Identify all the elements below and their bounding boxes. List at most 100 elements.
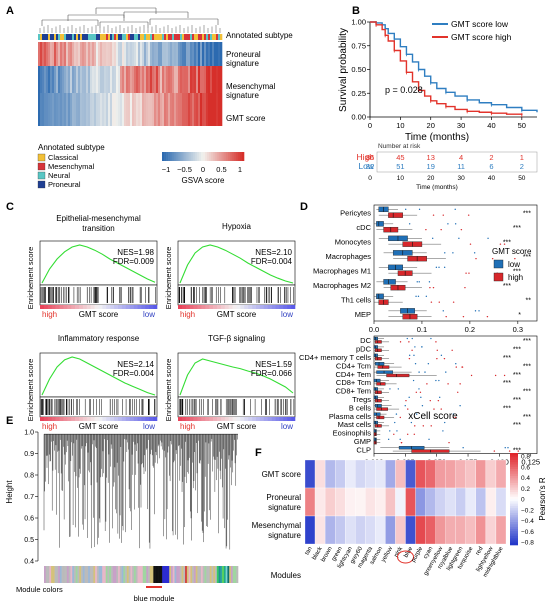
a-heat-cell bbox=[62, 66, 65, 93]
e-module-color bbox=[103, 566, 107, 583]
f-module-name: blue bbox=[403, 545, 414, 558]
c-rank-gradient bbox=[145, 305, 150, 309]
d-significance: *** bbox=[503, 283, 511, 290]
a-colorbar-step bbox=[223, 152, 226, 161]
f-colorbar: 0.8 0.6 0.4 0.2 0 −0.2 −0.4 −0.6 −0.8 Pearson's R bbox=[510, 453, 547, 547]
f-module-name: red bbox=[475, 546, 485, 557]
d-outlier bbox=[415, 295, 417, 298]
d-outlier bbox=[438, 379, 440, 382]
a-heat-cell bbox=[82, 93, 85, 126]
d-cell-label: B cells bbox=[349, 403, 371, 412]
e-module-color bbox=[109, 566, 112, 583]
a-heat-cell bbox=[134, 66, 137, 93]
a-heat-cell bbox=[212, 66, 215, 93]
a-heat-cell bbox=[182, 66, 185, 93]
a-heat-cell bbox=[68, 42, 71, 66]
e-module-color bbox=[137, 566, 140, 583]
c-score-box bbox=[39, 240, 158, 286]
a-heat-cell bbox=[158, 66, 161, 93]
e-module-color bbox=[59, 566, 62, 583]
d-box bbox=[386, 373, 410, 378]
c-rank-gradient bbox=[67, 305, 72, 309]
e-module-color bbox=[199, 566, 202, 583]
a-subtype-cell bbox=[44, 34, 47, 40]
a-subtype-cell bbox=[190, 34, 193, 40]
d-outlier bbox=[464, 286, 466, 289]
c-rank-gradient bbox=[133, 305, 138, 309]
a-heat-cell bbox=[174, 93, 177, 126]
d-outlier bbox=[443, 357, 446, 360]
f-colorbar-step bbox=[510, 522, 518, 525]
d-legend-label: low bbox=[508, 260, 520, 269]
a-heat-cell bbox=[66, 42, 69, 66]
d-outlier bbox=[448, 441, 450, 444]
c-rank-gradient bbox=[94, 417, 99, 421]
d-cell-label: cDC bbox=[356, 223, 371, 232]
e-module-color bbox=[218, 566, 221, 583]
a-heat-cell bbox=[72, 42, 75, 66]
e-ytick-label: 0.8 bbox=[24, 473, 34, 480]
d-outlier bbox=[478, 310, 480, 312]
b-risk-value: 1 bbox=[520, 153, 524, 162]
f-colorbar-step bbox=[510, 512, 518, 516]
d-outlier bbox=[438, 301, 440, 303]
f-colorbar-step bbox=[510, 526, 518, 530]
a-subtype-cell bbox=[146, 34, 149, 40]
a-subtype-cell bbox=[64, 34, 67, 40]
e-module-color bbox=[209, 566, 212, 583]
a-heat-cell bbox=[204, 42, 207, 66]
a-subtype-cell bbox=[206, 34, 209, 40]
e-ytick-label: 0.6 bbox=[24, 516, 34, 523]
d-significance: *** bbox=[513, 447, 521, 454]
a-colorbar-step bbox=[174, 152, 177, 161]
d-outlier bbox=[475, 257, 477, 260]
d-outlier bbox=[413, 354, 415, 357]
a-heat-cell bbox=[84, 42, 87, 66]
a-subtype-cell bbox=[110, 34, 113, 40]
d-outlier bbox=[418, 281, 420, 283]
a-heat-cell bbox=[144, 93, 147, 126]
e-module-color bbox=[130, 566, 133, 583]
panel-b-letter: B bbox=[352, 5, 360, 17]
c-low-label: low bbox=[281, 310, 293, 319]
d-legend-swatch bbox=[493, 272, 504, 282]
f-heat-cell bbox=[314, 515, 326, 545]
a-heat-cell bbox=[108, 42, 111, 66]
a-heat-cell bbox=[156, 66, 159, 93]
d-outlier bbox=[415, 391, 418, 393]
c-rank-gradient bbox=[75, 417, 80, 421]
f-heat-cell bbox=[345, 515, 356, 545]
f-heat-cell bbox=[304, 459, 316, 489]
panel-f: F GMT scoreProneuralsignatureMesenchymal… bbox=[252, 447, 547, 580]
f-heat-cell bbox=[465, 487, 476, 517]
c-rank-gradient bbox=[153, 305, 158, 309]
a-subtype-cell bbox=[70, 34, 73, 40]
a-colorbar-tick: 1 bbox=[238, 165, 242, 174]
a-heat-cell bbox=[106, 66, 109, 93]
f-heat-cell bbox=[395, 487, 406, 517]
d-outlier bbox=[414, 346, 416, 348]
a-heat-cell bbox=[154, 42, 157, 66]
c-rank-gradient bbox=[232, 417, 237, 421]
f-heat-cell bbox=[334, 515, 346, 545]
a-heat-cell bbox=[218, 42, 221, 66]
d-significance: *** bbox=[523, 363, 531, 370]
a-heat-cell bbox=[120, 42, 123, 66]
a-heat-cell bbox=[74, 66, 77, 93]
f-heat-cell bbox=[475, 515, 487, 545]
d-box bbox=[383, 279, 396, 285]
a-heat-cell bbox=[52, 42, 55, 66]
d-box bbox=[373, 378, 381, 383]
a-heat-cell bbox=[158, 93, 161, 126]
a-heat-cell bbox=[138, 42, 141, 66]
a-heat-cell bbox=[174, 42, 177, 66]
a-heat-cell bbox=[218, 66, 221, 93]
a-heat-cell bbox=[208, 42, 211, 66]
a-subtype-cell bbox=[156, 34, 159, 40]
a-subtype-cell bbox=[56, 34, 59, 40]
c-rank-gradient bbox=[121, 417, 127, 421]
a-heat-cell bbox=[78, 42, 81, 66]
a-heat-cell bbox=[82, 66, 85, 93]
c-rank-gradient bbox=[129, 305, 134, 309]
